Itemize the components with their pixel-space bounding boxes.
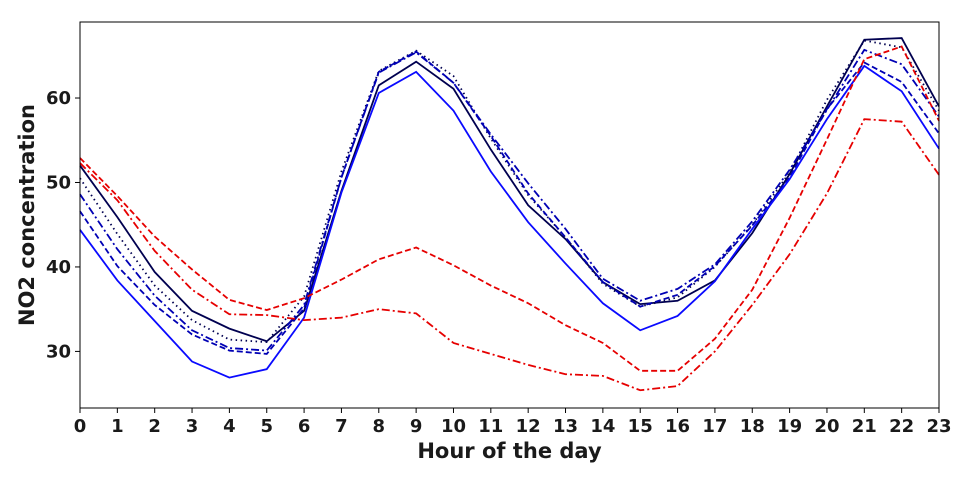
x-tick-label: 22 (889, 416, 914, 437)
x-tick-label: 18 (740, 416, 765, 437)
y-axis-ticks: 30 40 50 60 (46, 88, 80, 362)
x-tick-label: 2 (148, 416, 161, 437)
x-tick-label: 0 (74, 416, 87, 437)
x-tick-label: 5 (260, 416, 273, 437)
plot-frame (79, 21, 940, 409)
series-line-3 (79, 48, 940, 352)
x-tick-label: 12 (516, 416, 541, 437)
x-tick-label: 19 (777, 416, 802, 437)
x-axis-ticks: 0 1 2 3 4 5 6 7 8 9 10 11 12 13 14 15 16 17 18 19 20 21 22 23 (74, 408, 952, 437)
x-tick-label: 20 (814, 416, 839, 437)
x-tick-label: 23 (926, 416, 951, 437)
x-tick-label: 21 (852, 416, 877, 437)
x-tick-label: 8 (373, 416, 386, 437)
x-tick-label: 11 (478, 416, 503, 437)
series-line-2 (79, 39, 940, 344)
x-tick-label: 1 (111, 416, 124, 437)
series-line-6 (79, 45, 940, 372)
y-tick-label: 30 (46, 341, 71, 362)
x-tick-label: 16 (665, 416, 690, 437)
x-tick-label: 10 (441, 416, 466, 437)
y-tick-label: 40 (46, 257, 71, 278)
y-tick-label: 50 (46, 172, 71, 193)
y-tick-label: 60 (46, 88, 71, 109)
x-tick-label: 9 (410, 416, 423, 437)
series-line-7 (79, 118, 940, 392)
x-tick-label: 6 (298, 416, 311, 437)
series-line-5 (79, 64, 940, 379)
x-axis-label: Hour of the day (417, 439, 602, 463)
x-tick-label: 15 (628, 416, 653, 437)
x-tick-label: 14 (590, 416, 615, 437)
x-tick-label: 7 (335, 416, 348, 437)
series-lines (79, 37, 940, 392)
x-tick-label: 3 (186, 416, 199, 437)
series-line-1 (79, 37, 940, 343)
x-tick-label: 4 (223, 416, 236, 437)
y-axis-label: NO2 concentration (15, 104, 39, 326)
series-line-4 (79, 50, 940, 355)
x-tick-label: 17 (702, 416, 727, 437)
x-tick-label: 13 (553, 416, 578, 437)
